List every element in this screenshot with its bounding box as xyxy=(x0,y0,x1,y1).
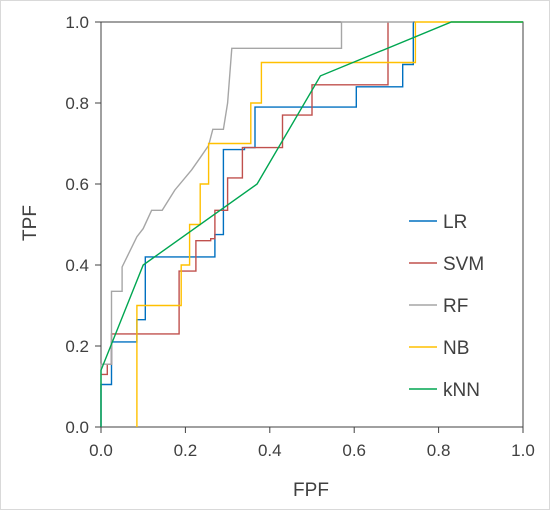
x-tick-label: 0.0 xyxy=(89,441,113,460)
series-line-nb xyxy=(136,21,523,427)
y-tick-label: 0.0 xyxy=(65,418,89,437)
legend-label-rf: RF xyxy=(443,296,468,317)
legend-label-knn: kNN xyxy=(443,380,480,401)
legend-label-lr: LR xyxy=(443,212,467,233)
plot-area xyxy=(100,21,524,428)
x-tick-label: 0.2 xyxy=(174,441,198,460)
y-axis-title: TPF xyxy=(20,205,41,241)
x-tick-label: 1.0 xyxy=(511,441,535,460)
y-tick-label: 0.6 xyxy=(65,175,89,194)
legend: LR SVM RF NB kNN xyxy=(409,212,484,401)
y-tick-label: 1.0 xyxy=(65,13,89,32)
series-lines xyxy=(100,21,523,427)
x-axis-title: FPF xyxy=(293,480,329,501)
x-tick-label: 0.8 xyxy=(427,441,451,460)
series-line-svm xyxy=(101,22,389,376)
x-axis-ticks: 0.0 0.2 0.4 0.6 0.8 1.0 xyxy=(89,427,535,460)
x-tick-label: 0.6 xyxy=(342,441,366,460)
legend-label-svm: SVM xyxy=(443,254,484,275)
x-tick-label: 0.4 xyxy=(258,441,282,460)
legend-label-nb: NB xyxy=(443,338,469,359)
series-line-rf xyxy=(100,21,414,427)
series-line-knn xyxy=(100,21,523,427)
y-axis-ticks: 0.0 0.2 0.4 0.6 0.8 1.0 xyxy=(65,13,101,437)
y-tick-label: 0.4 xyxy=(65,256,89,275)
plot-border xyxy=(100,21,524,428)
y-tick-label: 0.2 xyxy=(65,337,89,356)
series-line-lr xyxy=(100,22,414,427)
y-tick-label: 0.8 xyxy=(65,94,89,113)
